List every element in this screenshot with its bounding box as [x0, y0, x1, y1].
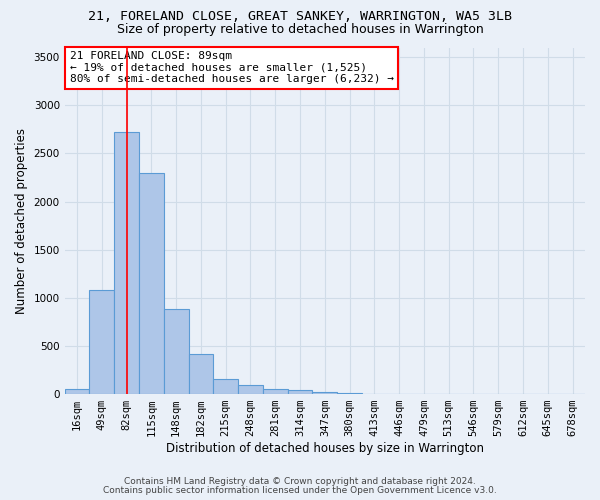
X-axis label: Distribution of detached houses by size in Warrington: Distribution of detached houses by size …	[166, 442, 484, 455]
Text: Contains public sector information licensed under the Open Government Licence v3: Contains public sector information licen…	[103, 486, 497, 495]
Bar	[139, 172, 164, 394]
Bar	[65, 390, 89, 394]
Bar	[114, 132, 139, 394]
Bar	[313, 392, 337, 394]
Y-axis label: Number of detached properties: Number of detached properties	[15, 128, 28, 314]
Text: Contains HM Land Registry data © Crown copyright and database right 2024.: Contains HM Land Registry data © Crown c…	[124, 477, 476, 486]
Text: 21 FORELAND CLOSE: 89sqm
← 19% of detached houses are smaller (1,525)
80% of sem: 21 FORELAND CLOSE: 89sqm ← 19% of detach…	[70, 51, 394, 84]
Bar	[214, 378, 238, 394]
Bar	[337, 393, 362, 394]
Bar	[238, 386, 263, 394]
Bar	[164, 310, 188, 394]
Bar	[188, 354, 214, 394]
Bar	[89, 290, 114, 394]
Bar	[263, 389, 287, 394]
Text: 21, FORELAND CLOSE, GREAT SANKEY, WARRINGTON, WA5 3LB: 21, FORELAND CLOSE, GREAT SANKEY, WARRIN…	[88, 10, 512, 23]
Text: Size of property relative to detached houses in Warrington: Size of property relative to detached ho…	[116, 22, 484, 36]
Bar	[287, 390, 313, 394]
